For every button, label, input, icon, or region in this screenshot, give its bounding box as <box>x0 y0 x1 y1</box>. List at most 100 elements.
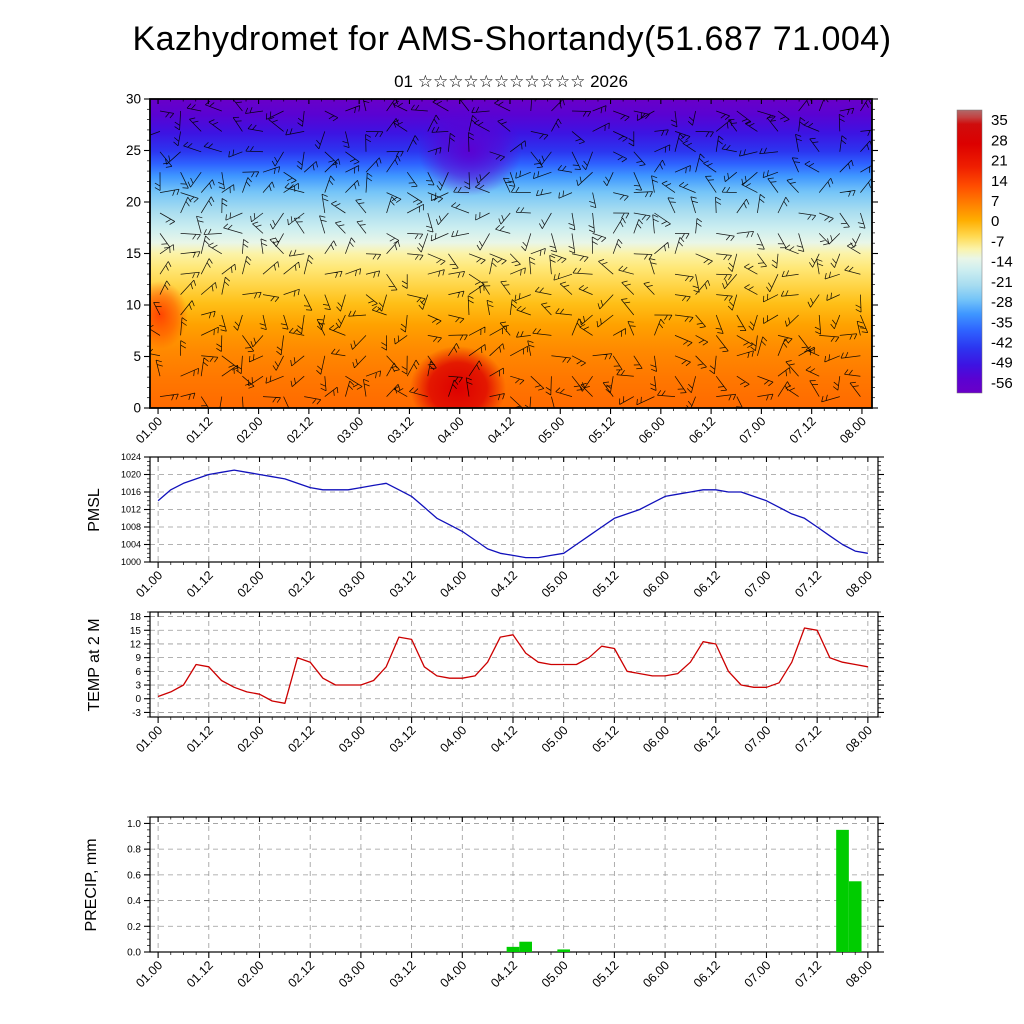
precip-panel: 0.0 0.2 0.4 0.6 0.8 1.0 01.00 01.12 02.00 02.12 03… <box>127 816 884 990</box>
svg-text:07.00: 07.00 <box>736 414 768 446</box>
svg-text:-49: -49 <box>991 355 1013 372</box>
svg-text:06.00: 06.00 <box>640 723 672 755</box>
page-title: Kazhydromet for AMS-Shortandy(51.687 71.… <box>132 20 892 58</box>
svg-text:05.00: 05.00 <box>539 958 571 990</box>
svg-text:0: 0 <box>135 694 141 705</box>
svg-text:07.12: 07.12 <box>787 414 819 446</box>
svg-text:04.00: 04.00 <box>435 414 467 446</box>
svg-text:1004: 1004 <box>121 540 141 550</box>
svg-text:0.4: 0.4 <box>127 896 141 907</box>
svg-text:03.00: 03.00 <box>336 568 368 600</box>
svg-text:05.00: 05.00 <box>535 414 567 446</box>
svg-text:02.00: 02.00 <box>234 414 266 446</box>
svg-text:0: 0 <box>991 213 999 230</box>
svg-text:-7: -7 <box>991 233 1004 250</box>
svg-text:07.12: 07.12 <box>792 568 824 600</box>
svg-text:05.12: 05.12 <box>589 958 621 990</box>
svg-text:01.00: 01.00 <box>133 723 165 755</box>
svg-text:0.8: 0.8 <box>127 845 141 856</box>
svg-text:30: 30 <box>126 92 141 107</box>
svg-text:05.00: 05.00 <box>539 568 571 600</box>
svg-text:06.00: 06.00 <box>640 568 672 600</box>
svg-text:04.00: 04.00 <box>437 568 469 600</box>
pmsl-panel: 1000 1004 1008 1012 1016 1020 1024 01.00 01.12 02… <box>121 452 884 600</box>
svg-text:07.00: 07.00 <box>742 568 774 600</box>
svg-text:05.12: 05.12 <box>589 568 621 600</box>
svg-text:3: 3 <box>135 681 141 692</box>
svg-text:07.12: 07.12 <box>792 723 824 755</box>
svg-text:25: 25 <box>126 143 141 158</box>
svg-text:08.00: 08.00 <box>843 568 875 600</box>
svg-text:03.00: 03.00 <box>336 723 368 755</box>
svg-text:35: 35 <box>991 112 1008 129</box>
svg-text:06.12: 06.12 <box>686 414 718 446</box>
svg-text:21: 21 <box>991 153 1008 170</box>
svg-text:07.12: 07.12 <box>792 958 824 990</box>
svg-text:0: 0 <box>133 401 141 416</box>
svg-text:5: 5 <box>133 349 141 364</box>
temperature-colorbar: 35 28 21 14 7 0 -7 -14 -21 -28 -35 -42 -49 -56 <box>956 109 1013 394</box>
svg-text:05.00: 05.00 <box>539 723 571 755</box>
svg-text:04.12: 04.12 <box>488 568 520 600</box>
svg-text:28: 28 <box>991 132 1008 149</box>
svg-text:02.00: 02.00 <box>235 568 267 600</box>
svg-text:01.00: 01.00 <box>133 958 165 990</box>
svg-text:15: 15 <box>130 626 142 637</box>
svg-text:14: 14 <box>991 173 1008 190</box>
svg-text:06.00: 06.00 <box>640 958 672 990</box>
svg-text:10: 10 <box>126 298 141 313</box>
svg-text:01.12: 01.12 <box>184 568 216 600</box>
svg-text:12: 12 <box>130 639 142 650</box>
svg-text:04.00: 04.00 <box>437 958 469 990</box>
svg-text:1016: 1016 <box>121 487 141 497</box>
svg-text:1008: 1008 <box>121 522 141 532</box>
svg-text:03.12: 03.12 <box>387 723 419 755</box>
svg-text:-42: -42 <box>991 334 1013 351</box>
svg-text:1012: 1012 <box>121 505 141 515</box>
svg-text:6: 6 <box>135 667 141 678</box>
svg-text:03.12: 03.12 <box>387 568 419 600</box>
svg-text:03.12: 03.12 <box>385 414 417 446</box>
svg-text:02.12: 02.12 <box>285 723 317 755</box>
svg-text:1024: 1024 <box>121 452 141 462</box>
svg-text:08.00: 08.00 <box>837 414 869 446</box>
svg-text:15: 15 <box>126 246 141 261</box>
svg-text:08.00: 08.00 <box>843 958 875 990</box>
svg-text:0.6: 0.6 <box>127 870 141 881</box>
svg-text:02.12: 02.12 <box>285 958 317 990</box>
svg-text:04.00: 04.00 <box>437 723 469 755</box>
svg-text:-56: -56 <box>991 375 1013 392</box>
temp2m-panel: -3 0 3 6 9 12 15 18 01.00 01.12 02.00 02.12 03.00 03.… <box>130 611 884 755</box>
date-subtitle: 01 ☆☆☆☆☆☆☆☆☆☆☆ 2026 <box>394 72 628 91</box>
svg-text:1.0: 1.0 <box>127 819 141 830</box>
svg-text:02.12: 02.12 <box>285 568 317 600</box>
svg-text:1000: 1000 <box>121 557 141 567</box>
svg-text:07.00: 07.00 <box>742 958 774 990</box>
svg-text:18: 18 <box>130 612 142 623</box>
svg-text:01.12: 01.12 <box>183 414 215 446</box>
svg-text:08.00: 08.00 <box>843 723 875 755</box>
svg-text:06.12: 06.12 <box>691 568 723 600</box>
svg-text:04.12: 04.12 <box>488 958 520 990</box>
svg-text:04.12: 04.12 <box>488 723 520 755</box>
cross-section-panel: 0 5 10 15 20 25 30 01.00 01.12 02.00 02.12 03.00 03.… <box>126 92 878 446</box>
svg-text:03.12: 03.12 <box>387 958 419 990</box>
svg-text:01.12: 01.12 <box>184 723 216 755</box>
svg-text:-35: -35 <box>991 314 1013 331</box>
svg-text:06.00: 06.00 <box>636 414 668 446</box>
svg-text:20: 20 <box>126 195 141 210</box>
svg-text:-21: -21 <box>991 274 1013 291</box>
svg-text:0.2: 0.2 <box>127 922 141 933</box>
svg-text:1020: 1020 <box>121 470 141 480</box>
svg-text:0.0: 0.0 <box>127 948 141 959</box>
svg-text:02.00: 02.00 <box>235 958 267 990</box>
svg-text:06.12: 06.12 <box>691 958 723 990</box>
svg-text:-28: -28 <box>991 294 1013 311</box>
svg-text:01.12: 01.12 <box>184 958 216 990</box>
svg-text:06.12: 06.12 <box>691 723 723 755</box>
svg-text:9: 9 <box>135 653 141 664</box>
svg-text:05.12: 05.12 <box>586 414 618 446</box>
svg-text:04.12: 04.12 <box>485 414 517 446</box>
